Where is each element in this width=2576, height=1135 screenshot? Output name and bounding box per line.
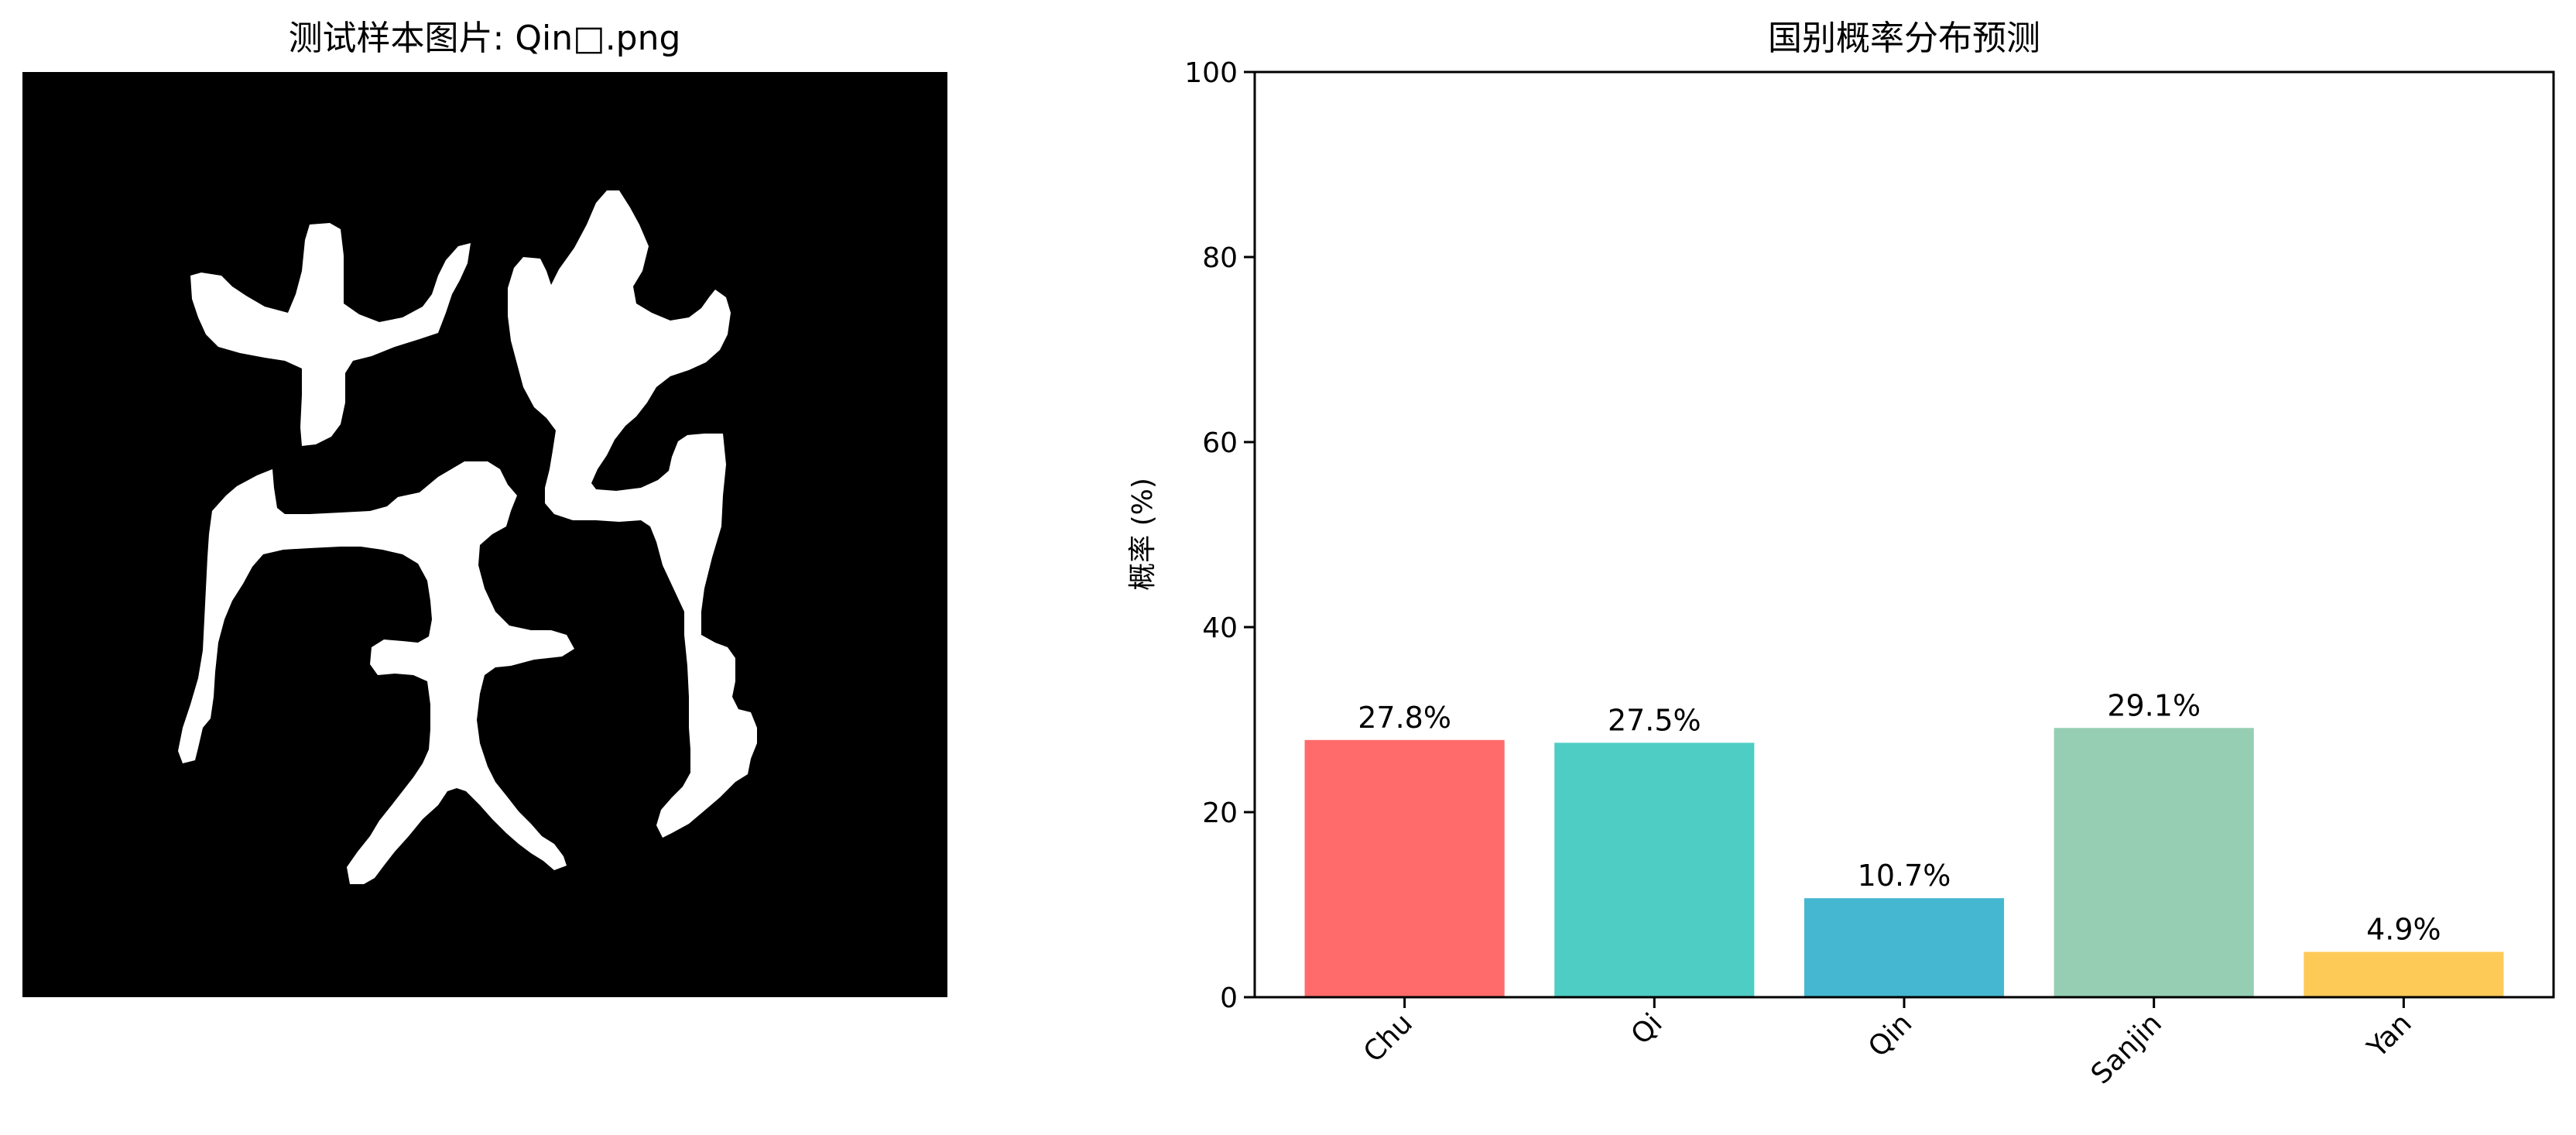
character-glyph: [178, 190, 757, 884]
x-tick-label: Sanjin: [2085, 1007, 2168, 1090]
bar-qin: [1804, 898, 2005, 997]
bar-value-label: 29.1%: [2107, 688, 2201, 722]
y-tick-label: 40: [1202, 612, 1238, 644]
bar-value-label: 10.7%: [1858, 859, 1951, 893]
y-tick-label: 20: [1202, 797, 1238, 829]
bar-value-label: 4.9%: [2366, 912, 2441, 946]
x-tick-label: Yan: [2361, 1007, 2417, 1064]
y-axis-label: 概率 (%): [1127, 478, 1159, 591]
bar-qi: [1554, 742, 1755, 997]
x-axis-ticks: Chu Qi Qin Sanjin Yan: [1358, 997, 2418, 1091]
bar-value-label: 27.8%: [1358, 701, 1451, 735]
y-tick-label: 0: [1220, 982, 1238, 1014]
y-axis-ticks: 0 20 40 60 80 100: [1184, 57, 1255, 1014]
bar-chu: [1304, 739, 1505, 997]
x-tick-label: Qi: [1625, 1007, 1669, 1051]
y-tick-label: 60: [1202, 427, 1238, 459]
y-tick-label: 80: [1202, 242, 1238, 274]
x-tick-label: Qin: [1862, 1007, 1918, 1063]
chart-title: 国别概率分布预测: [1768, 19, 2040, 58]
x-tick-label: Chu: [1358, 1007, 1419, 1068]
bar-value-label: 27.5%: [1608, 703, 1701, 737]
plot-frame: [1253, 70, 2555, 999]
y-tick-label: 100: [1184, 57, 1238, 89]
bar-value-labels: 27.8% 27.5% 10.7% 29.1% 4.9%: [1358, 688, 2441, 946]
image-panel: 测试样本图片: Qin□.png: [22, 19, 947, 997]
bars: [1304, 728, 2504, 997]
bar-chart: 国别概率分布预测 概率 (%) 0 20 40 60 80 100 27.8% 27.5% 1…: [1127, 19, 2555, 1091]
bar-sanjin: [2054, 728, 2254, 997]
bar-yan: [2304, 952, 2504, 997]
image-panel-title: 测试样本图片: Qin□.png: [289, 19, 681, 58]
